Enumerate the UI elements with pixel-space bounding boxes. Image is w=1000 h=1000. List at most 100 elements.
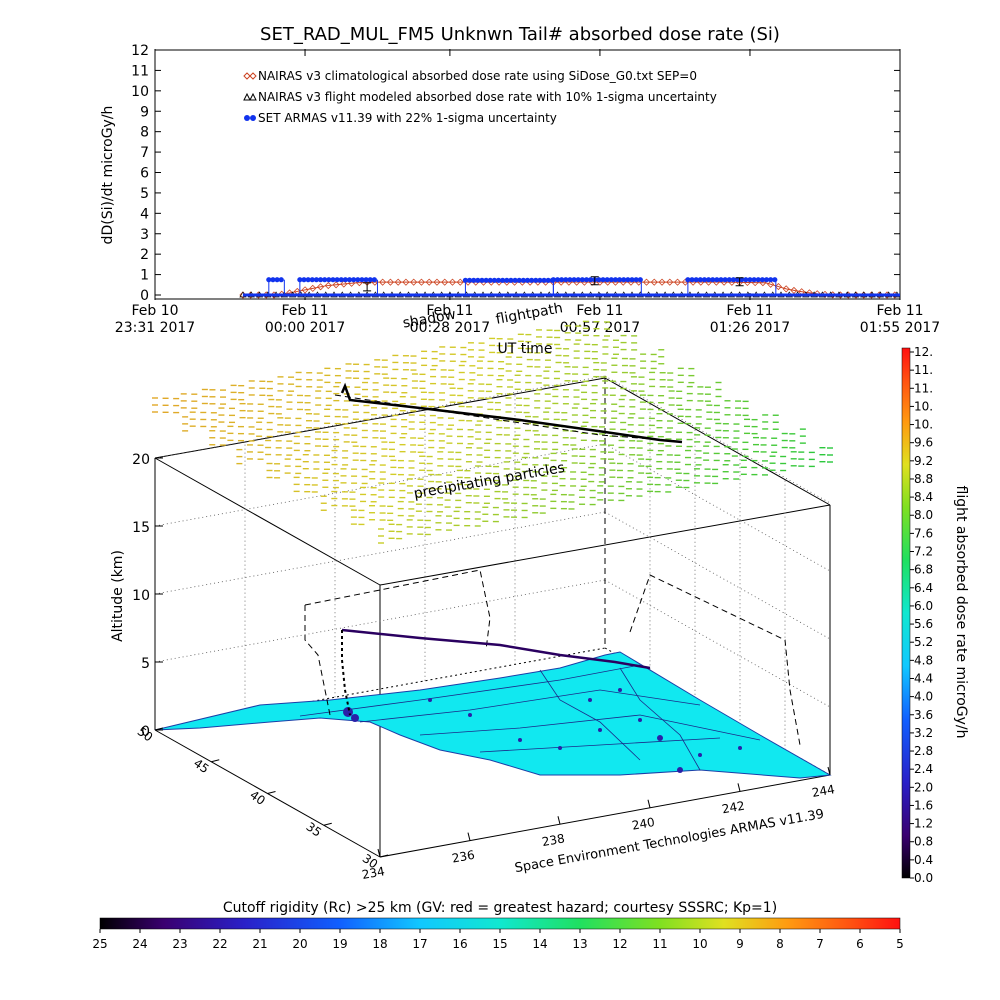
armas-high-point — [629, 277, 635, 283]
armas-high-point — [301, 277, 307, 283]
longitude-tick-mark — [647, 799, 651, 808]
rigidity-tick-label: 16 — [452, 937, 467, 951]
dose-tick-label: 8.4 — [914, 490, 933, 504]
armas-high-point — [367, 277, 373, 283]
armas-high-point — [633, 277, 639, 283]
cutoff-rigidity-map — [154, 651, 832, 779]
altitude-gridline — [604, 511, 831, 640]
armas-high-point — [759, 277, 765, 283]
dose-tick-label: 10. — [914, 418, 933, 432]
dose-tick-label: 0.8 — [914, 835, 933, 849]
dose-tick-label: 6.8 — [914, 563, 933, 577]
climatological-point — [650, 278, 658, 286]
x-tick-label-time: 00:28 2017 — [410, 320, 490, 336]
climatological-point — [410, 278, 418, 286]
x-tick-label-time: 00:00 2017 — [265, 320, 345, 336]
climatological-point — [774, 283, 782, 291]
altitude-gridline — [604, 443, 831, 572]
armas-high-point — [726, 277, 732, 283]
plot-frame — [154, 49, 901, 300]
dose-tick-label: 10. — [914, 399, 933, 413]
armas-high-point — [567, 277, 573, 283]
altitude-gridline — [154, 579, 606, 663]
armas-high-point — [334, 277, 340, 283]
legend-marker-dot — [250, 115, 256, 121]
armas-mid-point — [500, 277, 506, 283]
altitude-gridline — [154, 511, 606, 595]
legend: NAIRAS v3 climatological absorbed dose r… — [243, 69, 717, 125]
armas-mid-point — [471, 277, 477, 283]
x-tick-label-date: Feb 11 — [876, 303, 923, 319]
legend-label: NAIRAS v3 climatological absorbed dose r… — [258, 69, 697, 83]
latitude-tick-mark — [379, 854, 389, 858]
dose-tick-label: 7.6 — [914, 526, 933, 540]
dose-colorbar-ticks: 0.0 0.4 0.8 1.2 1.6 2.0 2.4 2.8 3.2 3.6 4.0 4.4 4.8 5… — [910, 345, 933, 885]
legend-marker-diamond — [243, 72, 257, 80]
flightpath — [340, 382, 683, 716]
dose-tick-label: 2.4 — [914, 762, 933, 776]
legend-label: SET ARMAS v11.39 with 22% 1-sigma uncert… — [258, 111, 557, 125]
altitude-tick-label: 0 — [141, 724, 150, 740]
armas-mid-point — [508, 277, 514, 283]
armas-high-point — [743, 277, 749, 283]
armas-high-point — [575, 277, 581, 283]
dose-tick-label: 0.0 — [914, 871, 933, 885]
y-tick-label: 3 — [140, 227, 149, 243]
climatological-point — [324, 281, 332, 290]
armas-mid-point — [524, 277, 531, 283]
rigidity-colorbar-ticks: 25 24 23 22 21 20 19 18 17 16 15 14 13 12 11 10 9 8 7 6 5 — [92, 929, 904, 951]
y-tick-label: 0 — [140, 288, 149, 304]
precipitating-particles-field — [152, 320, 833, 544]
x-tick-label-time: 23:31 2017 — [115, 320, 195, 336]
y-tick-label: 6 — [140, 166, 149, 182]
climatological-point — [332, 281, 340, 289]
error-bar — [363, 282, 372, 292]
dose-colorbar: 0.0 0.4 0.8 1.2 1.6 2.0 2.4 2.8 3.2 3.6 4.0 4.4 4.8 5… — [901, 345, 969, 885]
longitude-tick-label: 238 — [541, 831, 566, 849]
altitude-tick-label: 10 — [132, 588, 150, 604]
latitude-tick-mark — [154, 727, 164, 731]
rigidity-tick-label: 7 — [816, 937, 824, 951]
rigidity-tick-label: 10 — [692, 937, 707, 951]
rigidity-tick-label: 9 — [736, 937, 744, 951]
latitude-tick-label: 35 — [304, 819, 325, 839]
rigidity-tick-label: 23 — [172, 937, 187, 951]
rigidity-tick-label: 20 — [292, 937, 307, 951]
climatological-point — [448, 278, 457, 286]
box-frame — [154, 377, 831, 858]
error-bar — [735, 277, 744, 287]
dose-tick-label: 6.0 — [914, 599, 933, 613]
armas-high-point — [685, 277, 691, 283]
ut-time-label: UT time — [498, 341, 553, 357]
legend-label: NAIRAS v3 flight modeled absorbed dose r… — [258, 90, 717, 104]
longitude-tick-mark — [737, 783, 741, 792]
armas-high-point — [772, 277, 778, 283]
dose-tick-label: 9.2 — [914, 454, 933, 468]
y-tick-label: 9 — [140, 104, 149, 120]
armas-mid-point — [475, 277, 481, 283]
climatological-point — [790, 286, 798, 294]
rigidity-colorbar-title: Cutoff rigidity (Rc) >25 km (GV: red = g… — [223, 900, 777, 916]
x-tick-label-time: 01:55 2017 — [860, 320, 940, 336]
climatological-point — [767, 280, 775, 288]
climatological-point — [433, 278, 441, 286]
latitude-tick-label: 45 — [191, 756, 212, 776]
armas-mid-point — [520, 277, 526, 283]
armas-mid-point — [495, 277, 502, 283]
armas-high-point — [755, 277, 761, 283]
longitude-ticks: 234 236 238 240 242 244 — [361, 766, 836, 882]
error-bar — [590, 276, 599, 286]
armas-high-point — [266, 277, 272, 283]
armas-high-point — [559, 277, 565, 283]
armas-high-point — [297, 277, 303, 283]
climatological-point — [658, 278, 666, 286]
armas-mid-point — [512, 277, 518, 283]
rigidity-tick-label: 22 — [212, 937, 227, 951]
y-tick-label: 4 — [140, 206, 149, 222]
y-tick-label: 12 — [131, 43, 149, 59]
latitude-tick-mark — [267, 791, 276, 794]
armas-high-point — [313, 277, 320, 283]
